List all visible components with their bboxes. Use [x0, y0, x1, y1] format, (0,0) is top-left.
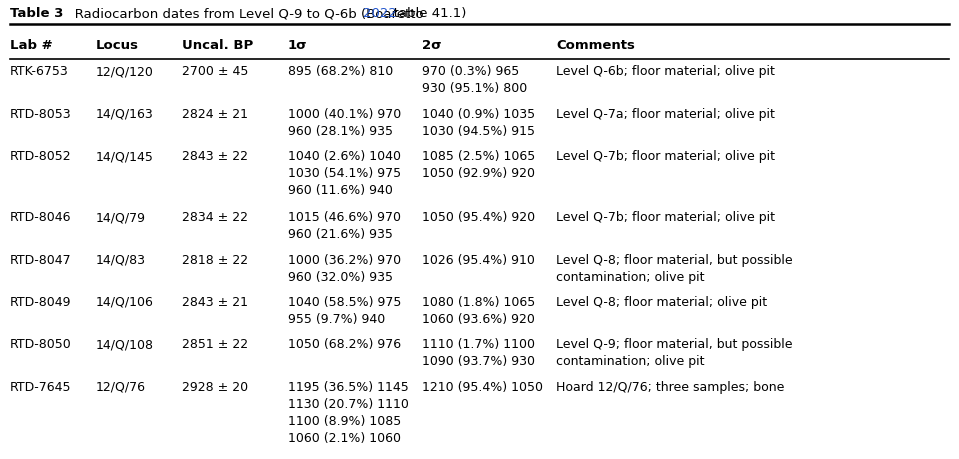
Text: Level Q-7b; floor material; olive pit: Level Q-7b; floor material; olive pit: [556, 211, 775, 224]
Text: 14/Q/145: 14/Q/145: [96, 150, 153, 163]
Text: Lab #: Lab #: [10, 39, 52, 52]
Text: 1085 (2.5%) 1065
1050 (92.9%) 920: 1085 (2.5%) 1065 1050 (92.9%) 920: [422, 150, 535, 179]
Text: Level Q-7a; floor material; olive pit: Level Q-7a; floor material; olive pit: [556, 107, 775, 120]
Text: 14/Q/83: 14/Q/83: [96, 253, 146, 266]
Text: Level Q-6b; floor material; olive pit: Level Q-6b; floor material; olive pit: [556, 65, 775, 78]
Text: Hoard 12/Q/76; three samples; bone: Hoard 12/Q/76; three samples; bone: [556, 380, 784, 393]
Text: 1080 (1.8%) 1065
1060 (93.6%) 920: 1080 (1.8%) 1065 1060 (93.6%) 920: [422, 295, 535, 325]
Text: 1195 (36.5%) 1145
1130 (20.7%) 1110
1100 (8.9%) 1085
1060 (2.1%) 1060: 1195 (36.5%) 1145 1130 (20.7%) 1110 1100…: [288, 380, 409, 444]
Text: RTD-8047: RTD-8047: [10, 253, 71, 266]
Text: 1040 (58.5%) 975
955 (9.7%) 940: 1040 (58.5%) 975 955 (9.7%) 940: [288, 295, 401, 325]
Text: 1110 (1.7%) 1100
1090 (93.7%) 930: 1110 (1.7%) 1100 1090 (93.7%) 930: [422, 338, 535, 368]
Text: 1000 (36.2%) 970
960 (32.0%) 935: 1000 (36.2%) 970 960 (32.0%) 935: [288, 253, 401, 283]
Text: 1015 (46.6%) 970
960 (21.6%) 935: 1015 (46.6%) 970 960 (21.6%) 935: [288, 211, 401, 241]
Text: 1026 (95.4%) 910: 1026 (95.4%) 910: [422, 253, 535, 266]
Text: Level Q-8; floor material; olive pit: Level Q-8; floor material; olive pit: [556, 295, 767, 308]
Text: 2928 ± 20: 2928 ± 20: [182, 380, 248, 393]
Text: 2818 ± 22: 2818 ± 22: [182, 253, 248, 266]
Text: Radiocarbon dates from Level Q-9 to Q-6b (Boaretto: Radiocarbon dates from Level Q-9 to Q-6b…: [62, 7, 429, 21]
Text: RTD-8049: RTD-8049: [10, 295, 71, 308]
Text: 1040 (0.9%) 1035
1030 (94.5%) 915: 1040 (0.9%) 1035 1030 (94.5%) 915: [422, 107, 535, 137]
Text: Level Q-8; floor material, but possible
contamination; olive pit: Level Q-8; floor material, but possible …: [556, 253, 793, 283]
Text: : table 41.1): : table 41.1): [385, 7, 466, 21]
Text: 14/Q/163: 14/Q/163: [96, 107, 153, 120]
Text: Comments: Comments: [556, 39, 635, 52]
Text: 14/Q/108: 14/Q/108: [96, 338, 153, 351]
Text: RTK-6753: RTK-6753: [10, 65, 68, 78]
Text: 2700 ± 45: 2700 ± 45: [182, 65, 248, 78]
Text: 14/Q/106: 14/Q/106: [96, 295, 153, 308]
Text: RTD-7645: RTD-7645: [10, 380, 71, 393]
Text: 1050 (95.4%) 920: 1050 (95.4%) 920: [422, 211, 535, 224]
Text: Level Q-7b; floor material; olive pit: Level Q-7b; floor material; olive pit: [556, 150, 775, 163]
Text: RTD-8050: RTD-8050: [10, 338, 71, 351]
Text: RTD-8053: RTD-8053: [10, 107, 71, 120]
Text: 2843 ± 22: 2843 ± 22: [182, 150, 248, 163]
Text: 1040 (2.6%) 1040
1030 (54.1%) 975
960 (11.6%) 940: 1040 (2.6%) 1040 1030 (54.1%) 975 960 (1…: [288, 150, 401, 196]
Text: 2σ: 2σ: [422, 39, 441, 52]
Text: 1σ: 1σ: [288, 39, 307, 52]
Text: 2834 ± 22: 2834 ± 22: [182, 211, 248, 224]
Text: 2022: 2022: [363, 7, 397, 21]
Text: 1210 (95.4%) 1050: 1210 (95.4%) 1050: [422, 380, 543, 393]
Text: 2843 ± 21: 2843 ± 21: [182, 295, 248, 308]
Text: 1050 (68.2%) 976: 1050 (68.2%) 976: [288, 338, 401, 351]
Text: 895 (68.2%) 810: 895 (68.2%) 810: [288, 65, 393, 78]
Text: Locus: Locus: [96, 39, 139, 52]
Text: Table 3: Table 3: [10, 7, 63, 21]
Text: 12/Q/120: 12/Q/120: [96, 65, 153, 78]
Text: RTD-8046: RTD-8046: [10, 211, 71, 224]
Text: Level Q-9; floor material, but possible
contamination; olive pit: Level Q-9; floor material, but possible …: [556, 338, 793, 368]
Text: 970 (0.3%) 965
930 (95.1%) 800: 970 (0.3%) 965 930 (95.1%) 800: [422, 65, 527, 95]
Text: Uncal. BP: Uncal. BP: [182, 39, 253, 52]
Text: RTD-8052: RTD-8052: [10, 150, 71, 163]
Text: 12/Q/76: 12/Q/76: [96, 380, 146, 393]
Text: 2851 ± 22: 2851 ± 22: [182, 338, 248, 351]
Text: 2824 ± 21: 2824 ± 21: [182, 107, 248, 120]
Text: 1000 (40.1%) 970
960 (28.1%) 935: 1000 (40.1%) 970 960 (28.1%) 935: [288, 107, 401, 137]
Text: 14/Q/79: 14/Q/79: [96, 211, 146, 224]
